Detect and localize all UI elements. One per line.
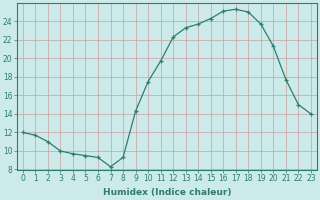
- X-axis label: Humidex (Indice chaleur): Humidex (Indice chaleur): [103, 188, 231, 197]
